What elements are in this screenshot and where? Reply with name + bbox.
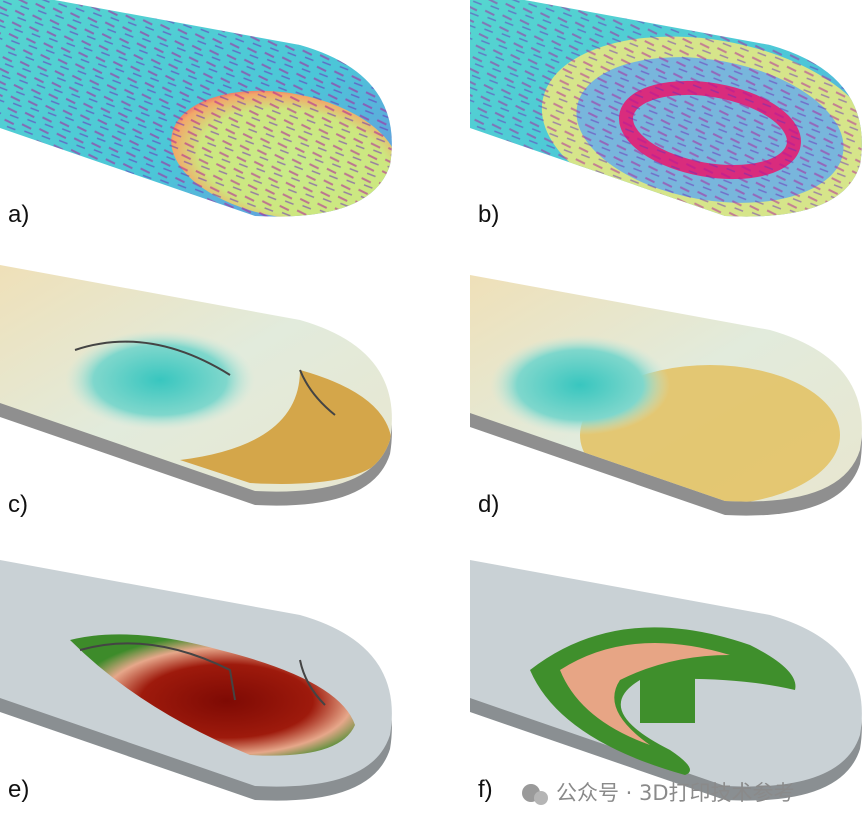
panel-e-image	[0, 560, 392, 801]
panel-a-image	[0, 0, 392, 217]
panel-label: b)	[478, 201, 499, 228]
panel-f-image	[470, 560, 862, 801]
watermark-text: 公众号 · 3D打印技术参考	[556, 781, 795, 805]
watermark: 公众号 · 3D打印技术参考	[522, 781, 795, 805]
panel-label: c)	[8, 491, 28, 518]
panel-c-image	[0, 265, 392, 506]
panel-label: d)	[478, 491, 499, 518]
panel-d-image	[470, 275, 862, 516]
panel-label: a)	[8, 201, 29, 228]
panel-b-image	[470, 0, 862, 217]
panel-label: f)	[478, 776, 493, 803]
watermark-icon	[534, 791, 548, 805]
panel-label: e)	[8, 776, 29, 803]
